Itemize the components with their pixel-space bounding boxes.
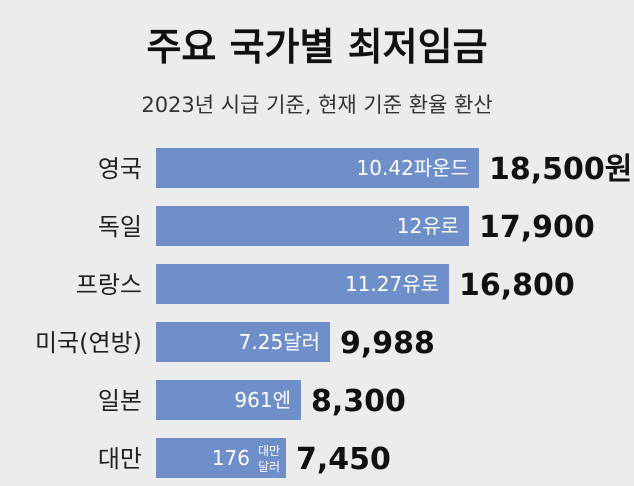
bar-value-label: 16,800: [459, 268, 575, 303]
bar-value-label: 18,500원: [489, 152, 632, 187]
bar: [156, 438, 286, 478]
category-label: 독일: [98, 213, 142, 241]
bar-local-value: 11.27유로: [345, 272, 439, 296]
bar-local-value: 176: [212, 446, 250, 470]
chart-subtitle: 2023년 시급 기준, 현재 기준 환율 환산: [141, 93, 492, 117]
bar-local-value: 7.25달러: [239, 330, 320, 354]
bar: [156, 206, 469, 246]
bar-value-label: 9,988: [340, 326, 435, 361]
bar-value-label: 8,300: [311, 384, 406, 419]
category-label: 미국(연방): [35, 329, 142, 357]
bar: [156, 148, 479, 188]
category-label: 일본: [98, 387, 142, 415]
bar: [156, 264, 449, 304]
bar-local-value: 12유로: [397, 214, 459, 238]
chart-title: 주요 국가별 최저임금: [146, 25, 487, 69]
bar-local-value: 10.42파운드: [357, 156, 469, 180]
category-label: 대만: [98, 445, 142, 473]
bar-value-label: 17,900: [479, 210, 595, 245]
bar-local-unit-line1: 대만: [258, 444, 280, 458]
bar-local-value: 961엔: [234, 388, 291, 412]
bar: [156, 380, 301, 420]
bar-value-label: 7,450: [296, 442, 391, 477]
category-label: 영국: [98, 155, 142, 183]
bar: [156, 322, 330, 362]
bar-local-unit-line2: 달러: [258, 460, 280, 474]
category-label: 프랑스: [76, 271, 142, 299]
